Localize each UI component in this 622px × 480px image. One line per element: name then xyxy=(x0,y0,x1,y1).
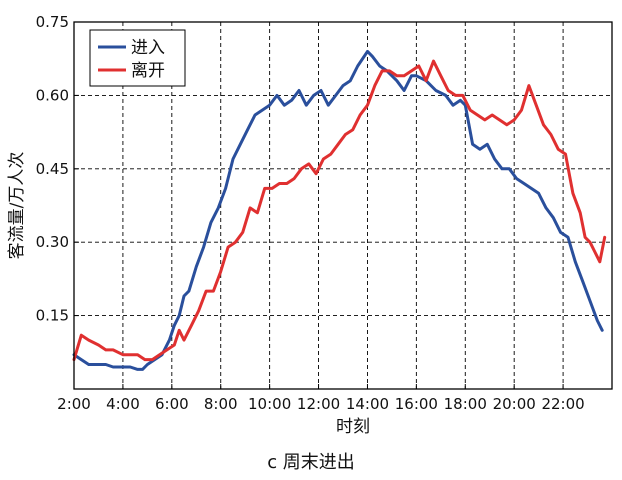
x-tick-label: 6:00 xyxy=(155,395,189,413)
x-tick-label: 14:00 xyxy=(346,395,389,413)
x-tick-label: 4:00 xyxy=(106,395,140,413)
y-tick-label: 0.60 xyxy=(36,86,69,104)
series-lines xyxy=(72,49,607,371)
legend-box xyxy=(89,29,186,87)
x-tick-label: 18:00 xyxy=(444,395,487,413)
y-tick-label: 0.75 xyxy=(36,13,69,31)
y-axis-ticks: 0.15 0.30 0.45 0.60 0.75 xyxy=(36,13,79,325)
y-tick-label: 0.30 xyxy=(36,233,69,251)
y-axis-label: 客流量/万人次 xyxy=(7,152,27,260)
x-tick-label: 16:00 xyxy=(395,395,438,413)
series-line-enter xyxy=(72,49,604,371)
series-line-leave xyxy=(72,59,607,362)
x-tick-label: 22:00 xyxy=(541,395,584,413)
legend-entry: 离开 xyxy=(131,61,165,81)
y-tick-label: 0.15 xyxy=(36,307,69,325)
y-tick-label: 0.45 xyxy=(36,160,69,178)
figure-caption: c 周末进出 xyxy=(267,452,355,473)
plot-frame xyxy=(73,21,613,390)
x-tick-label: 10:00 xyxy=(248,395,291,413)
x-axis-ticks: 2:00 4:00 6:00 8:00 10:00 12:00 14:00 16:00 18:0… xyxy=(57,384,585,413)
x-tick-label: 8:00 xyxy=(204,395,238,413)
x-axis-label: 时刻 xyxy=(336,417,370,437)
x-tick-label: 2:00 xyxy=(57,395,91,413)
x-tick-label: 12:00 xyxy=(297,395,340,413)
legend-entry: 进入 xyxy=(131,38,165,58)
x-tick-label: 20:00 xyxy=(493,395,536,413)
line-chart: 0.15 0.30 0.45 0.60 0.75 2:00 4:00 6:00 8:00 10:… xyxy=(7,13,613,437)
